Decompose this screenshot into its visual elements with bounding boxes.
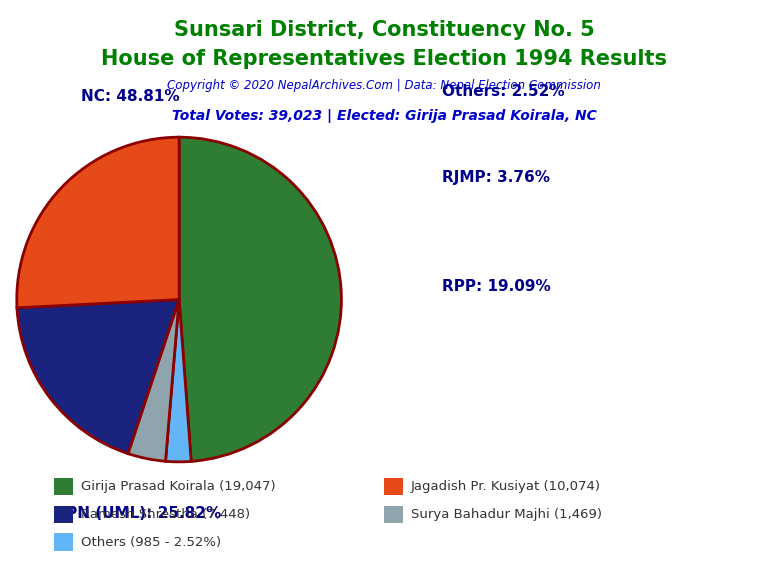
Text: RPP: 19.09%: RPP: 19.09% xyxy=(442,279,551,294)
Text: Surya Bahadur Majhi (1,469): Surya Bahadur Majhi (1,469) xyxy=(411,508,602,521)
Text: Copyright © 2020 NepalArchives.Com | Data: Nepal Election Commission: Copyright © 2020 NepalArchives.Com | Dat… xyxy=(167,79,601,93)
Wedge shape xyxy=(128,300,179,461)
Text: Jagadish Pr. Kusiyat (10,074): Jagadish Pr. Kusiyat (10,074) xyxy=(411,480,601,493)
Wedge shape xyxy=(17,137,179,308)
Text: CPN (UML): 25.82%: CPN (UML): 25.82% xyxy=(55,506,222,521)
Text: Ramesh Shrestha (7,448): Ramesh Shrestha (7,448) xyxy=(81,508,250,521)
Wedge shape xyxy=(179,137,342,461)
Text: Others (985 - 2.52%): Others (985 - 2.52%) xyxy=(81,536,220,548)
Text: Girija Prasad Koirala (19,047): Girija Prasad Koirala (19,047) xyxy=(81,480,275,493)
Text: Total Votes: 39,023 | Elected: Girija Prasad Koirala, NC: Total Votes: 39,023 | Elected: Girija Pr… xyxy=(171,109,597,123)
Wedge shape xyxy=(165,300,191,462)
Text: Others: 2.52%: Others: 2.52% xyxy=(442,84,564,99)
Wedge shape xyxy=(17,300,179,453)
Text: Sunsari District, Constituency No. 5: Sunsari District, Constituency No. 5 xyxy=(174,20,594,40)
Text: NC: 48.81%: NC: 48.81% xyxy=(81,89,180,104)
Text: House of Representatives Election 1994 Results: House of Representatives Election 1994 R… xyxy=(101,49,667,69)
Text: RJMP: 3.76%: RJMP: 3.76% xyxy=(442,170,550,185)
